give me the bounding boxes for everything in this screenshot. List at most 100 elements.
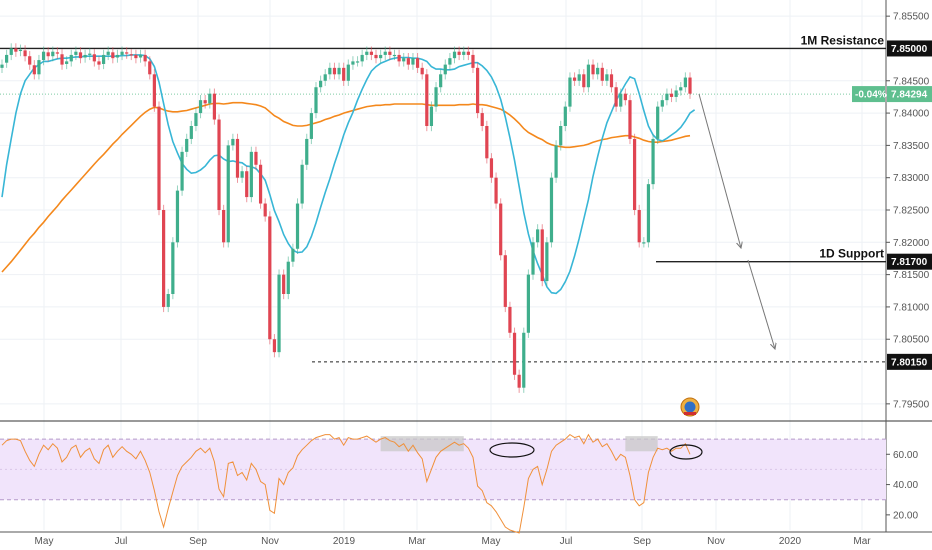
time-tick-label: Jul xyxy=(560,536,573,547)
candle-body xyxy=(346,64,350,81)
candle-body xyxy=(305,138,309,165)
candle-body xyxy=(466,51,470,55)
candle-body xyxy=(462,51,466,55)
rsi-axis: 60.00 40.00 20.00 xyxy=(886,450,918,521)
candle-body xyxy=(300,164,304,204)
level-name: 1D Support xyxy=(819,247,884,261)
candle-body xyxy=(379,54,383,59)
candle-body xyxy=(41,51,46,61)
price-tick-label: 7.79500 xyxy=(893,399,930,410)
candle-body xyxy=(69,54,73,62)
candle-body xyxy=(512,332,517,375)
candle-body xyxy=(286,261,290,294)
price-tick-label: 7.81000 xyxy=(893,302,930,313)
logo-icon xyxy=(680,397,700,417)
price-axis: 7.85500 7.84500 7.84000 7.83500 7.83000 7.825… xyxy=(852,12,932,410)
rsi-circle-annotation xyxy=(489,442,535,458)
candle-body xyxy=(0,64,4,68)
candle-body xyxy=(318,80,323,88)
candle-body xyxy=(282,274,286,294)
candle-body xyxy=(637,210,641,243)
candles xyxy=(0,43,692,393)
candle-body xyxy=(508,306,512,333)
candle-body xyxy=(651,138,655,185)
candle-body xyxy=(420,67,424,75)
candle-body xyxy=(65,61,69,64)
candle-body xyxy=(383,51,387,55)
candle-body xyxy=(522,332,526,388)
candle-body xyxy=(111,52,115,59)
time-tick-label: Jul xyxy=(115,536,128,547)
candle-body xyxy=(152,74,156,107)
candle-body xyxy=(138,54,143,58)
candle-body xyxy=(374,54,378,59)
candle-body xyxy=(185,138,189,152)
candle-body xyxy=(249,151,253,198)
time-tick-label: Mar xyxy=(853,536,871,547)
candle-body xyxy=(660,100,664,107)
price-tick-label: 7.81500 xyxy=(893,270,930,281)
candle-body xyxy=(83,54,87,58)
candle-body xyxy=(448,58,452,65)
candle-body xyxy=(591,64,595,75)
candle-body xyxy=(679,87,683,91)
candle-body xyxy=(171,242,175,294)
candle-body xyxy=(568,77,572,107)
candle-body xyxy=(55,52,60,54)
candle-body xyxy=(101,54,106,64)
candle-body xyxy=(452,51,457,59)
candle-body xyxy=(540,229,544,282)
level-price-box xyxy=(887,353,932,370)
level-price-box xyxy=(887,40,932,57)
candle-body xyxy=(148,61,152,75)
candle-body xyxy=(222,210,226,243)
candle-body xyxy=(485,126,489,159)
candle-body xyxy=(563,106,567,126)
level-price-label: 7.80150 xyxy=(891,357,928,368)
current-price-label: 7.84294 xyxy=(891,90,928,101)
candle-body xyxy=(439,74,443,88)
candle-body xyxy=(208,93,212,104)
candle-body xyxy=(277,274,281,353)
time-tick-label: Sep xyxy=(633,536,651,547)
candle-body xyxy=(23,50,27,57)
price-tick-label: 7.83000 xyxy=(893,173,930,184)
candle-body xyxy=(328,67,332,75)
candle-body xyxy=(392,54,397,57)
current-price-box xyxy=(887,86,932,103)
candle-body xyxy=(120,51,124,55)
candle-body xyxy=(531,242,535,275)
candle-body xyxy=(480,113,484,126)
candle-body xyxy=(369,51,374,55)
candle-body xyxy=(351,61,355,65)
arrow-to-lower-target xyxy=(747,259,775,349)
candle-body xyxy=(388,51,392,55)
candle-body xyxy=(129,54,133,56)
candle-body xyxy=(268,216,272,340)
candle-body xyxy=(272,339,277,353)
candle-body xyxy=(632,138,637,210)
candle-body xyxy=(92,54,96,62)
candle-body xyxy=(429,106,434,126)
candle-body xyxy=(600,67,604,81)
candle-body xyxy=(415,58,420,68)
candle-body xyxy=(157,106,161,210)
candle-body xyxy=(212,93,217,120)
candle-body xyxy=(314,87,318,114)
time-tick-label: 2020 xyxy=(779,536,802,547)
price-tick-label: 7.82500 xyxy=(893,206,930,217)
candle-body xyxy=(134,54,138,59)
candle-body xyxy=(517,374,521,388)
candle-body xyxy=(115,54,120,58)
time-axis: May Jul Sep Nov 2019 Mar May Jul Sep Nov 2020 Mar xyxy=(35,536,872,547)
candle-body xyxy=(471,54,475,68)
candle-body xyxy=(240,171,244,178)
time-tick-label: Sep xyxy=(189,536,207,547)
candle-body xyxy=(263,203,267,217)
candle-body xyxy=(674,90,678,97)
candle-body xyxy=(549,177,554,243)
candle-body xyxy=(175,190,180,243)
candle-body xyxy=(572,77,577,81)
rsi-panel xyxy=(0,433,886,534)
